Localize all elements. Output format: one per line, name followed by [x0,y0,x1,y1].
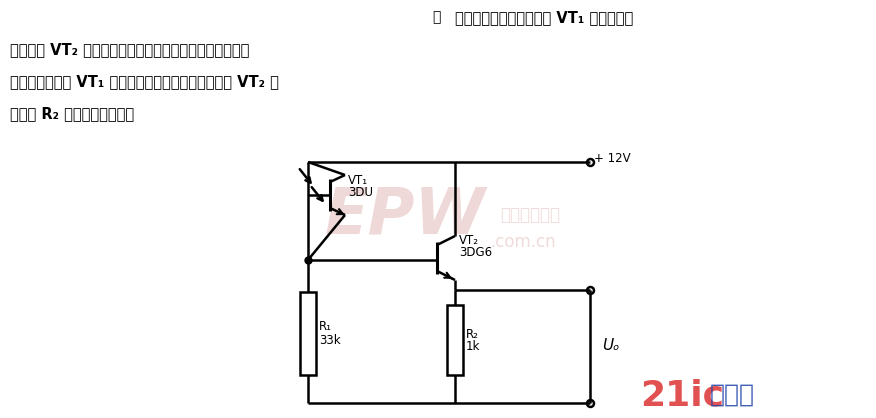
Text: 使三极管 VT₂ 处于截止状态，输出端无电压信号。当有光: 使三极管 VT₂ 处于截止状态，输出端无电压信号。当有光 [10,42,250,57]
Bar [447,305,463,375]
Text: R₂: R₂ [466,327,479,341]
Text: 电子产品世界: 电子产品世界 [500,206,560,224]
Text: 33k: 33k [319,334,341,347]
Text: .com.cn: .com.cn [490,233,555,251]
Text: VT₂: VT₂ [459,234,479,247]
Text: R₁: R₁ [319,321,332,334]
Text: 3DG6: 3DG6 [459,245,492,258]
Text: －: － [432,10,441,24]
Text: VT₁: VT₁ [348,173,368,186]
Text: 1k: 1k [466,341,480,354]
Text: 21ic: 21ic [640,378,724,412]
Text: 当无光照时，光敏三极管 VT₁ 内阵很大，: 当无光照时，光敏三极管 VT₁ 内阵很大， [455,10,633,25]
Text: EPW: EPW [324,184,485,246]
Text: 电子网: 电子网 [710,383,755,407]
Text: + 12V: + 12V [594,153,631,166]
Text: 3DU: 3DU [348,186,373,199]
Text: 照射光敏三极管 VT₁ 时，光敏三极管产生光电流，使 VT₂ 导: 照射光敏三极管 VT₁ 时，光敏三极管产生光电流，使 VT₂ 导 [10,74,279,89]
Text: 通，在 R₂ 上获得输出信号。: 通，在 R₂ 上获得输出信号。 [10,106,134,121]
Bar [300,292,316,375]
Text: Uₒ: Uₒ [602,339,619,354]
